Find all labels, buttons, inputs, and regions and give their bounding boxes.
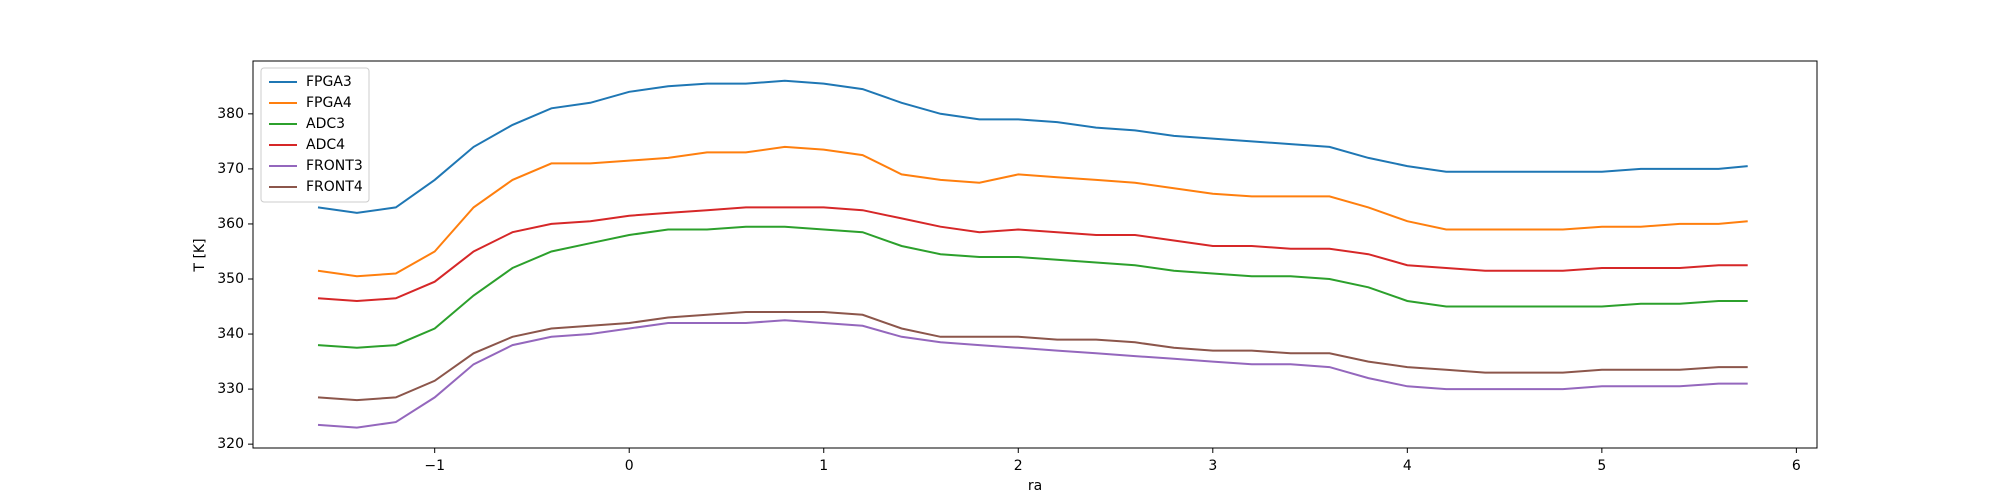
series-line [317,79,1748,214]
series-line [317,311,1748,402]
series-line [317,145,1748,278]
y-tick-label: 370 [217,161,244,177]
x-tick-label: 5 [1597,458,1606,474]
y-tick-label: 340 [217,326,244,342]
series-line [317,206,1748,303]
y-tick-label: 320 [217,436,244,452]
y-tick-label: 380 [217,106,244,122]
legend-box [260,67,370,203]
y-tick-label: 360 [217,216,244,232]
x-tick-label: 2 [1014,458,1023,474]
plot-frame [252,60,1818,449]
series-line [317,225,1748,349]
series-line [317,319,1748,429]
x-tick-label: −1 [424,458,445,474]
legend-label: FRONT3 [306,158,363,174]
x-tick-label: 4 [1403,458,1412,474]
x-tick-label: 3 [1208,458,1217,474]
legend-label: ADC3 [306,116,345,132]
x-tick-label: 1 [819,458,828,474]
legend-label: FRONT4 [306,179,363,195]
y-tick-label: 350 [217,271,244,287]
legend-label: ADC4 [306,137,345,153]
legend-label: FPGA4 [306,95,352,111]
x-axis-label: ra [1028,478,1042,494]
legend-label: FPGA3 [306,74,352,90]
y-axis-label: T [K] [192,238,208,272]
x-tick-label: 0 [625,458,634,474]
x-tick-label: 6 [1792,458,1801,474]
y-tick-label: 330 [217,381,244,397]
